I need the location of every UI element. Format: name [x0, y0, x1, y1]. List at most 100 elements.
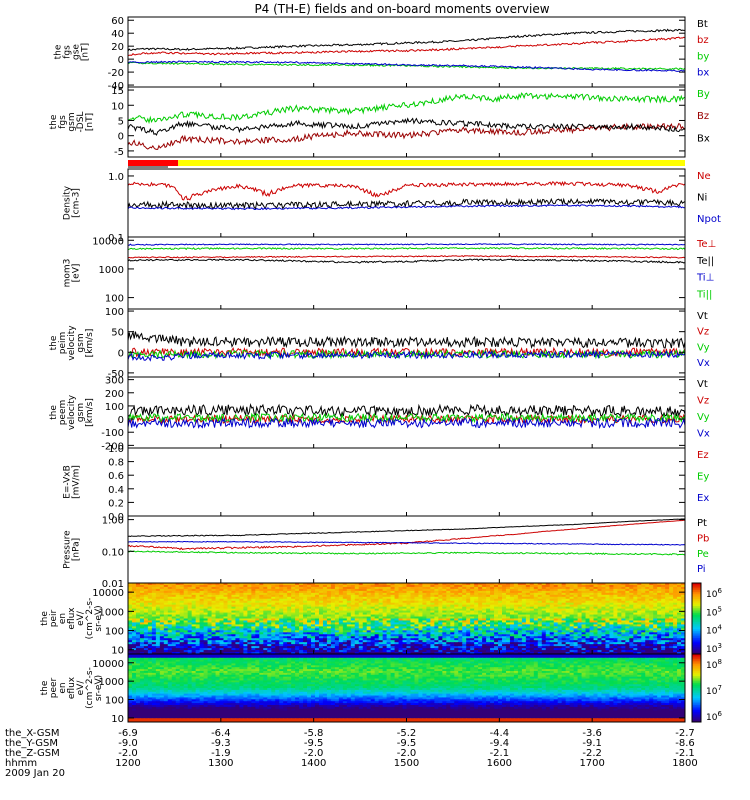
heatmap-cell: [155, 628, 161, 631]
heatmap-cell: [299, 634, 304, 637]
heatmap-cell: [318, 600, 324, 604]
heatmap-cell: [509, 608, 515, 612]
heatmap-cell: [517, 648, 523, 651]
heatmap-cell: [139, 606, 145, 610]
heatmap-cell: [577, 622, 583, 626]
heatmap-cell: [474, 628, 479, 631]
y-tick-label: 15: [111, 86, 124, 97]
heatmap-cell: [681, 618, 685, 622]
heatmap-cell: [605, 590, 611, 594]
heatmap-cell: [135, 616, 141, 620]
heatmap-cell: [171, 622, 177, 626]
heatmap-cell: [374, 596, 380, 600]
heatmap-cell: [139, 584, 145, 588]
heatmap-cell: [271, 622, 276, 626]
heatmap-cell: [171, 583, 177, 586]
heatmap-cell: [275, 608, 280, 612]
heatmap-cell: [537, 608, 543, 612]
heatmap-cell: [474, 614, 479, 618]
heatmap-cell: [402, 586, 408, 590]
heatmap-cell: [486, 628, 491, 631]
heatmap-cell: [505, 590, 511, 594]
heatmap-cell: [402, 640, 408, 643]
heatmap-cell: [641, 590, 646, 594]
heatmap-cell: [346, 592, 352, 596]
heatmap-cell: [581, 632, 587, 635]
heatmap-cell: [143, 618, 149, 622]
heatmap-cell: [629, 586, 634, 590]
heatmap-cell: [374, 616, 380, 620]
heatmap-cell: [597, 594, 603, 598]
heatmap-cell: [135, 632, 141, 635]
heatmap-cell: [573, 586, 579, 590]
heatmap-cell: [609, 610, 614, 614]
heatmap-cell: [422, 646, 427, 649]
heatmap-cell: [163, 584, 169, 588]
heatmap-cell: [629, 628, 634, 631]
heatmap-cell: [418, 618, 424, 622]
heatmap-cell: [501, 646, 507, 649]
heatmap-cell: [438, 586, 443, 590]
heatmap-cell: [537, 610, 543, 614]
heatmap-cell: [418, 610, 424, 614]
heatmap-cell: [677, 602, 682, 606]
heatmap-cell: [486, 616, 491, 620]
heatmap-cell: [573, 596, 579, 600]
heatmap-cell: [263, 646, 268, 649]
heatmap-cell: [191, 606, 197, 610]
heatmap-cell: [637, 648, 642, 651]
heatmap-cell: [581, 620, 587, 624]
heatmap-cell: [358, 594, 364, 598]
heatmap-cell: [438, 612, 443, 616]
heatmap-cell: [633, 590, 638, 594]
heatmap-cell: [291, 588, 296, 592]
heatmap-cell: [637, 640, 642, 643]
heatmap-cell: [314, 596, 320, 600]
heatmap-cell: [159, 588, 165, 592]
heatmap-cell: [541, 620, 547, 624]
legend-label: bx: [697, 68, 709, 79]
heatmap-cell: [402, 630, 408, 633]
heatmap-cell: [211, 636, 217, 639]
heatmap-cell: [442, 630, 447, 633]
heatmap-cell: [247, 646, 252, 649]
heatmap-cell: [283, 624, 288, 627]
heatmap-cell: [625, 648, 630, 651]
heatmap-cell: [243, 624, 248, 627]
heatmap-cell: [673, 590, 678, 594]
heatmap-cell: [505, 612, 511, 616]
heatmap-cell: [621, 596, 626, 600]
heatmap-cell: [410, 604, 416, 608]
heatmap-cell: [183, 642, 189, 645]
heatmap-cell: [561, 634, 567, 637]
heatmap-cell: [414, 588, 420, 592]
heatmap-cell: [625, 618, 630, 622]
heatmap-cell: [358, 628, 364, 631]
y-axis-label-line: mom3: [63, 259, 73, 288]
heatmap-cell: [223, 584, 229, 588]
heatmap-cell: [442, 583, 447, 586]
heatmap-cell: [533, 586, 539, 590]
heatmap-cell: [235, 594, 240, 598]
heatmap-cell: [625, 590, 630, 594]
heatmap-cell: [533, 646, 539, 649]
heatmap-cell: [677, 594, 682, 598]
heatmap-cell: [430, 590, 435, 594]
heatmap-cell: [509, 583, 515, 586]
heatmap-cell: [665, 616, 670, 620]
heatmap-cell: [505, 644, 511, 647]
heatmap-cell: [462, 610, 467, 614]
heatmap-cell: [533, 604, 539, 608]
heatmap-cell: [641, 632, 646, 635]
heatmap-cell: [283, 634, 288, 637]
heatmap-cell: [486, 612, 491, 616]
heatmap-cell: [259, 590, 264, 594]
heatmap-cell: [255, 600, 260, 604]
heatmap-cell: [577, 636, 583, 639]
heatmap-cell: [605, 634, 611, 637]
heatmap-cell: [442, 644, 447, 647]
heatmap-cell: [446, 622, 451, 626]
heatmap-cell: [199, 598, 205, 602]
heatmap-cell: [633, 614, 638, 618]
heatmap-cell: [521, 598, 527, 602]
